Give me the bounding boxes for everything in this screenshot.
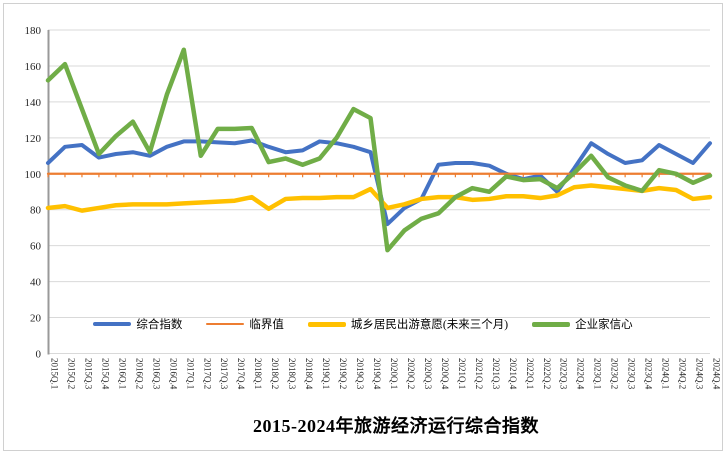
x-axis-label: 2024Q.3 (695, 358, 705, 390)
x-axis-label: 2020Q.3 (423, 358, 433, 390)
x-axis-label: 2021Q.2 (474, 358, 484, 389)
x-axis-label: 2020Q.2 (406, 358, 416, 389)
x-axis-label: 2023Q.1 (593, 358, 603, 389)
y-axis-tick-label: 80 (30, 205, 42, 217)
x-axis-label: 2017Q.3 (219, 358, 229, 390)
x-axis-label: 2023Q.4 (644, 358, 654, 390)
x-axis-label: 2024Q.4 (712, 358, 722, 390)
x-axis-label: 2016Q.3 (151, 358, 161, 390)
x-axis-label: 2022Q.2 (542, 358, 552, 389)
x-axis-label: 2021Q.4 (508, 358, 518, 390)
y-axis-tick-label: 140 (25, 97, 42, 109)
y-axis-tick-label: 120 (25, 133, 42, 145)
x-axis-label: 2016Q.2 (134, 358, 144, 389)
x-axis-label: 2020Q.1 (389, 358, 399, 389)
series-entrepreneur-confidence (45, 47, 713, 253)
legend-line-sample-entrepreneur-confidence (532, 321, 571, 327)
x-axis-label: 2017Q.4 (236, 358, 246, 390)
x-axis-label: 2021Q.3 (491, 358, 501, 390)
x-axis-label: 2015Q.2 (66, 358, 76, 389)
x-axis-label: 2024Q.2 (678, 358, 688, 389)
x-axis-label: 2021Q.1 (457, 358, 467, 389)
x-axis-label: 2019Q.2 (338, 358, 348, 389)
y-axis-tick-label: 0 (36, 349, 42, 361)
y-axis-tick-label: 160 (25, 61, 42, 73)
x-axis-label: 2015Q.1 (50, 358, 60, 389)
chart-title: 2015-2024年旅游经济运行综合指数 (253, 416, 539, 436)
legend-line-sample-travel-intention (307, 321, 346, 327)
legend-item-travel-intention: 城乡居民出游意愿(未来三个月) (307, 316, 509, 332)
x-axis-label: 2019Q.1 (321, 358, 331, 389)
x-axis-label: 2018Q.3 (287, 358, 297, 390)
chart-legend: 综合指数 临界值 城乡居民出游意愿(未来三个月) 企业家信心 (0, 316, 726, 332)
legend-line-sample-composite-index (93, 322, 132, 326)
x-axis-label: 2018Q.4 (304, 358, 314, 390)
legend-label-composite-index: 综合指数 (136, 319, 183, 331)
x-axis-label: 2016Q.1 (117, 358, 127, 389)
x-axis-label: 2015Q.3 (83, 358, 93, 390)
x-axis-label: 2015Q.4 (100, 358, 110, 390)
y-axis-tick-label: 180 (25, 25, 42, 37)
x-axis-label: 2019Q.3 (355, 358, 365, 390)
y-axis-tick-label: 40 (30, 277, 42, 289)
x-axis-label: 2020Q.4 (440, 358, 450, 390)
x-axis-label: 2022Q.1 (525, 358, 535, 389)
x-axis-label: 2024Q.1 (661, 358, 671, 389)
x-axis-label: 2022Q.4 (576, 358, 586, 390)
x-axis-label: 2023Q.2 (610, 358, 620, 389)
x-axis-label: 2017Q.2 (202, 358, 212, 389)
x-axis-label: 2017Q.1 (185, 358, 195, 389)
y-axis-tick-label: 100 (25, 169, 42, 181)
legend-label-entrepreneur-confidence: 企业家信心 (575, 319, 633, 331)
x-axis-label: 2023Q.3 (627, 358, 637, 390)
x-axis-label: 2018Q.2 (270, 358, 280, 389)
legend-item-entrepreneur-confidence: 企业家信心 (532, 316, 633, 332)
legend-label-travel-intention: 城乡居民出游意愿(未来三个月) (350, 319, 509, 331)
x-axis-label: 2016Q.4 (168, 358, 178, 390)
x-axis-label: 2019Q.4 (372, 358, 382, 390)
x-axis-label: 2022Q.3 (559, 358, 569, 390)
legend-item-composite-index: 综合指数 (93, 316, 182, 332)
x-axis-label: 2018Q.1 (253, 358, 263, 389)
legend-label-threshold: 临界值 (249, 319, 284, 331)
legend-line-sample-threshold (206, 323, 245, 325)
y-axis-tick-label: 60 (30, 241, 42, 253)
y-axis-tick-label: 20 (30, 313, 42, 325)
legend-item-threshold: 临界值 (206, 316, 284, 332)
